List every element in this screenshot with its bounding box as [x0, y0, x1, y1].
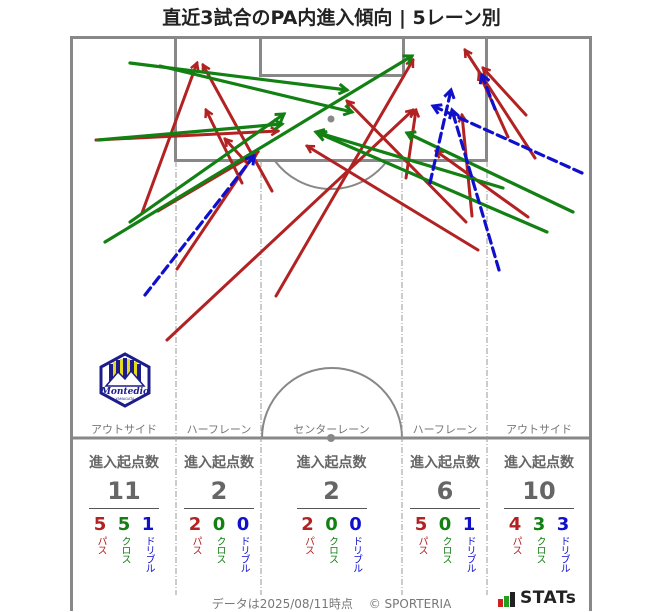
dribble-arrow — [452, 110, 501, 272]
pass-label: パス — [190, 536, 201, 554]
lane-dividers — [175, 161, 488, 595]
lane-label-outside-left: アウトサイド — [91, 423, 157, 436]
stat-heading: 進入起点数 — [504, 455, 574, 471]
cross-label: クロス — [440, 536, 451, 563]
pass-arrow — [463, 50, 537, 160]
cross-label: クロス — [534, 536, 545, 563]
dribble-label: ドリブル — [238, 536, 249, 572]
dribble-count: 3 — [556, 514, 570, 535]
entry-arrows — [94, 50, 584, 342]
lane-label-outside-right: アウトサイド — [506, 423, 572, 436]
cross-label: クロス — [119, 536, 130, 563]
pass-count: 2 — [188, 514, 202, 535]
cross-label: クロス — [326, 536, 338, 563]
pass-count: 4 — [508, 514, 522, 535]
stat-halfspace-left: 進入起点数 2 2 パス 0 クロス 0 ドリブル — [178, 452, 260, 572]
dribble-arrow — [428, 90, 451, 185]
stat-heading: 進入起点数 — [410, 455, 480, 471]
copyright: © SPORTERIA — [368, 597, 452, 611]
stat-halfspace-right: 進入起点数 6 5 パス 0 クロス 1 ドリブル — [404, 452, 486, 572]
stat-total: 10 — [522, 477, 556, 505]
cross-arrow — [407, 133, 575, 214]
dribble-arrow — [143, 156, 254, 297]
penalty-spot — [327, 115, 335, 123]
cross-arrow — [318, 133, 549, 234]
pass-label: パス — [510, 536, 521, 554]
cross-count: 3 — [532, 514, 546, 535]
cross-arrow — [316, 132, 505, 190]
penalty-arc — [274, 160, 388, 190]
data-date: データは2025/08/11時点 — [211, 597, 353, 611]
svg-text:YAMAGATA: YAMAGATA — [116, 397, 135, 401]
stat-center: 進入起点数 2 2 パス 0 クロス 0 ドリブル — [262, 452, 401, 572]
pass-count: 2 — [301, 514, 314, 535]
cross-count: 0 — [325, 514, 338, 535]
chart-title: 直近3試合のPA内進入傾向 | 5レーン別 — [162, 7, 501, 29]
dribble-arrow — [433, 106, 584, 175]
club-logo: Montedio YAMAGATA — [99, 352, 151, 408]
stats-logo: STATs — [498, 590, 576, 607]
svg-text:Montedio: Montedio — [100, 387, 149, 397]
lane-label-center: センターレーン — [293, 423, 370, 436]
stat-heading: 進入起点数 — [89, 455, 159, 471]
pass-arrow — [140, 63, 197, 215]
cross-arrow — [103, 56, 412, 244]
pass-label: パス — [302, 536, 314, 554]
stat-total: 2 — [210, 477, 228, 505]
pass-arrow — [165, 110, 413, 342]
stat-total: 11 — [107, 477, 141, 505]
pass-count: 5 — [93, 514, 107, 535]
lane-label-halfspace-left: ハーフレーン — [186, 423, 252, 436]
footer: データは2025/08/11時点 © SPORTERIA — [0, 595, 663, 612]
cross-label: クロス — [214, 536, 225, 563]
pass-arrow — [274, 60, 415, 298]
dribble-label: ドリブル — [143, 536, 154, 572]
stat-total: 2 — [323, 477, 340, 505]
dribble-label: ドリブル — [558, 536, 569, 572]
goal-area — [259, 36, 405, 77]
center-circle — [261, 367, 403, 439]
pass-arrow — [307, 144, 480, 252]
dribble-count: 1 — [141, 514, 155, 535]
pass-arrow — [436, 149, 530, 219]
dribble-arrow — [482, 75, 497, 111]
dribble-label: ドリブル — [464, 536, 475, 572]
cross-arrow — [128, 114, 284, 224]
stat-heading: 進入起点数 — [184, 455, 254, 471]
pass-label: パス — [95, 536, 106, 554]
dribble-count: 1 — [462, 514, 476, 535]
dribble-count: 0 — [349, 514, 362, 535]
stat-outside-left: 進入起点数 11 5 パス 5 クロス 1 ドリブル — [74, 452, 174, 572]
dribble-count: 0 — [236, 514, 250, 535]
lane-label-halfspace-right: ハーフレーン — [412, 423, 478, 436]
stat-total: 6 — [436, 477, 454, 505]
pass-label: パス — [416, 536, 427, 554]
cross-count: 0 — [438, 514, 452, 535]
cross-count: 5 — [117, 514, 131, 535]
pass-arrow — [404, 110, 416, 180]
cross-arrow — [158, 64, 352, 112]
center-spot — [327, 434, 335, 442]
dribble-label: ドリブル — [350, 536, 362, 572]
pass-arrow — [347, 101, 468, 224]
cross-count: 0 — [212, 514, 226, 535]
bar-chart-icon — [498, 592, 515, 607]
pass-count: 5 — [414, 514, 428, 535]
cross-arrow — [96, 124, 282, 142]
pass-arrow — [462, 115, 474, 218]
stat-outside-right: 進入起点数 10 4 パス 3 クロス 3 ドリブル — [488, 452, 590, 572]
brand-name: STATs — [520, 588, 577, 608]
stat-heading: 進入起点数 — [296, 455, 367, 471]
